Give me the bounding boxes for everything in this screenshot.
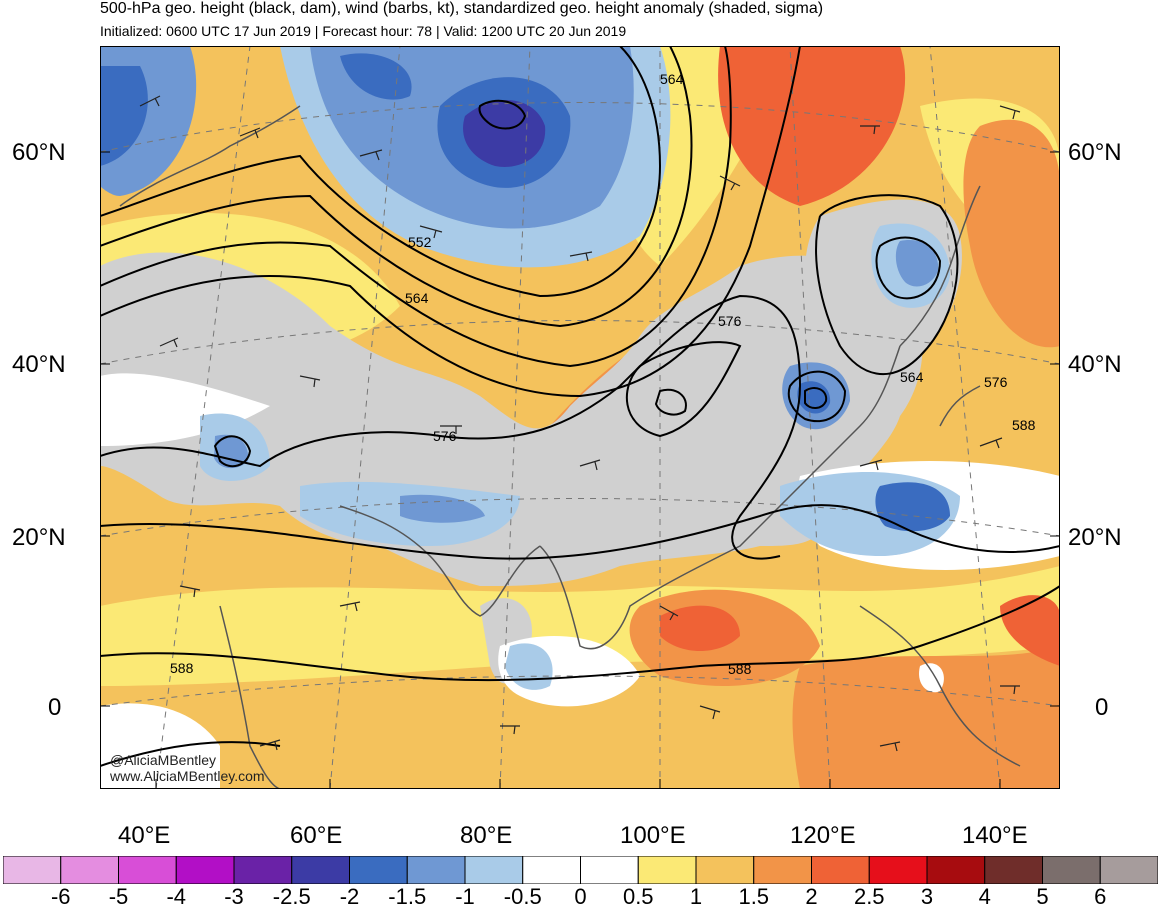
colorbar-tick-label: -3	[224, 884, 244, 909]
contour-label-group: 564 552 564 576 576 564 576 588 588 588	[170, 71, 1036, 677]
lon-label: 40°E	[118, 822, 171, 849]
lon-label: 140°E	[962, 822, 1028, 849]
contour-label: 576	[984, 374, 1008, 390]
colorbar-tick-label: 2.5	[853, 884, 885, 909]
map-frame	[100, 46, 1060, 789]
axis-ticks	[100, 151, 1060, 789]
anomaly-red-orange-region	[718, 46, 906, 206]
anomaly-red-orange-region	[1000, 595, 1060, 666]
colorbar-swatch	[522, 856, 581, 884]
colorbar-swatch	[811, 856, 870, 884]
colorbar-tick-label: 2	[805, 884, 818, 909]
anomaly-blue-region	[340, 53, 412, 100]
colorbar-swatch	[1099, 856, 1158, 884]
anomaly-neutral-region	[919, 663, 944, 693]
anomaly-blue-region	[875, 482, 950, 532]
colorbar-swatch	[175, 856, 235, 884]
anomaly-red-orange-region	[660, 605, 740, 651]
colorbar-swatch	[464, 856, 524, 884]
contour-label: 564	[900, 369, 924, 385]
colorbar-swatch	[118, 856, 177, 884]
coastlines	[119, 105, 1021, 789]
colorbar-swatch	[926, 856, 986, 884]
lon-label: 60°E	[290, 822, 343, 849]
contour-label: 588	[728, 661, 752, 677]
colorbar-swatch	[580, 856, 639, 884]
colorbar-tick-label: 0.5	[622, 884, 654, 909]
colorbar-tick-label: -1	[455, 884, 475, 909]
lon-label: 120°E	[790, 822, 856, 849]
contour-label: 552	[408, 234, 432, 250]
contour-label: 564	[405, 290, 429, 306]
lat-label: 20°N	[1068, 524, 1122, 551]
contour-label: 588	[1012, 417, 1036, 433]
anomaly-orange-region	[963, 119, 1060, 348]
anomaly-neutral-region	[100, 703, 220, 789]
colorbar-swatch	[753, 856, 812, 884]
anomaly-orange-region	[792, 646, 1060, 789]
colorbar-swatch	[3, 856, 62, 884]
colorbar-tick-label: -4	[166, 884, 187, 909]
colorbar-swatch	[406, 856, 466, 884]
colorbar-tick-label: 6	[1094, 884, 1107, 909]
colorbar-tick-label: -2	[339, 884, 360, 909]
contour-label: 576	[433, 428, 457, 444]
colorbar-tick-label: -0.5	[503, 884, 542, 909]
lat-label: 40°N	[12, 351, 66, 378]
anomaly-blue-region	[895, 240, 939, 287]
lat-label: 60°N	[12, 139, 66, 166]
colorbar-swatch	[1042, 856, 1101, 884]
map-title: 500-hPa geo. height (black, dam), wind (…	[100, 0, 824, 17]
wind-barbs	[139, 95, 1021, 752]
colorbar-swatch	[868, 856, 928, 884]
colorbar-tick-label: 1.5	[738, 884, 770, 909]
colorbar	[3, 856, 1158, 884]
colorbar-tick-label: 4	[978, 884, 991, 909]
lat-label: 0	[48, 694, 62, 721]
anomaly-blue-region	[400, 494, 485, 523]
colorbar-swatch	[984, 856, 1043, 884]
colorbar-tick-label: -2.5	[272, 884, 311, 909]
colorbar-tick-label: 0	[574, 884, 587, 909]
contour-label: 576	[718, 313, 742, 329]
colorbar-tick-label: 3	[920, 884, 934, 909]
colorbar-swatch	[233, 856, 293, 884]
weather-map: 564 552 564 576 576 564 576 588 588 588	[100, 46, 1060, 789]
map-subtitle: Initialized: 0600 UTC 17 Jun 2019 | Fore…	[100, 23, 627, 39]
colorbar-swatch	[637, 856, 697, 884]
colorbar-swatch	[695, 856, 755, 884]
contour-label: 564	[660, 71, 684, 87]
lon-label: 100°E	[620, 822, 686, 849]
lat-label: 0	[1095, 694, 1109, 721]
colorbar-swatch	[60, 856, 119, 884]
lat-label: 60°N	[1068, 139, 1122, 166]
credit-website: www.AliciaMBentley.com	[110, 768, 265, 784]
anomaly-blue-region	[100, 66, 148, 166]
colorbar-tick-label: 1	[689, 884, 703, 909]
contour-label: 588	[170, 660, 194, 676]
lat-label: 40°N	[1068, 351, 1122, 378]
anomaly-neutral-region	[100, 373, 270, 446]
graticule	[100, 46, 1060, 789]
colorbar-tick-label: -6	[50, 884, 71, 909]
lon-label: 80°E	[460, 822, 513, 849]
colorbar-tick-label: -5	[108, 884, 129, 909]
colorbar-swatch	[349, 856, 408, 884]
colorbar-tick-label: -1.5	[388, 884, 427, 909]
colorbar-tick-label: 5	[1036, 884, 1049, 909]
anomaly-blue-region	[214, 434, 249, 469]
colorbar-swatch	[291, 856, 350, 884]
lat-label: 20°N	[12, 524, 66, 551]
credit-handle: @AliciaMBentley	[110, 752, 217, 768]
height-contours	[100, 46, 1060, 767]
